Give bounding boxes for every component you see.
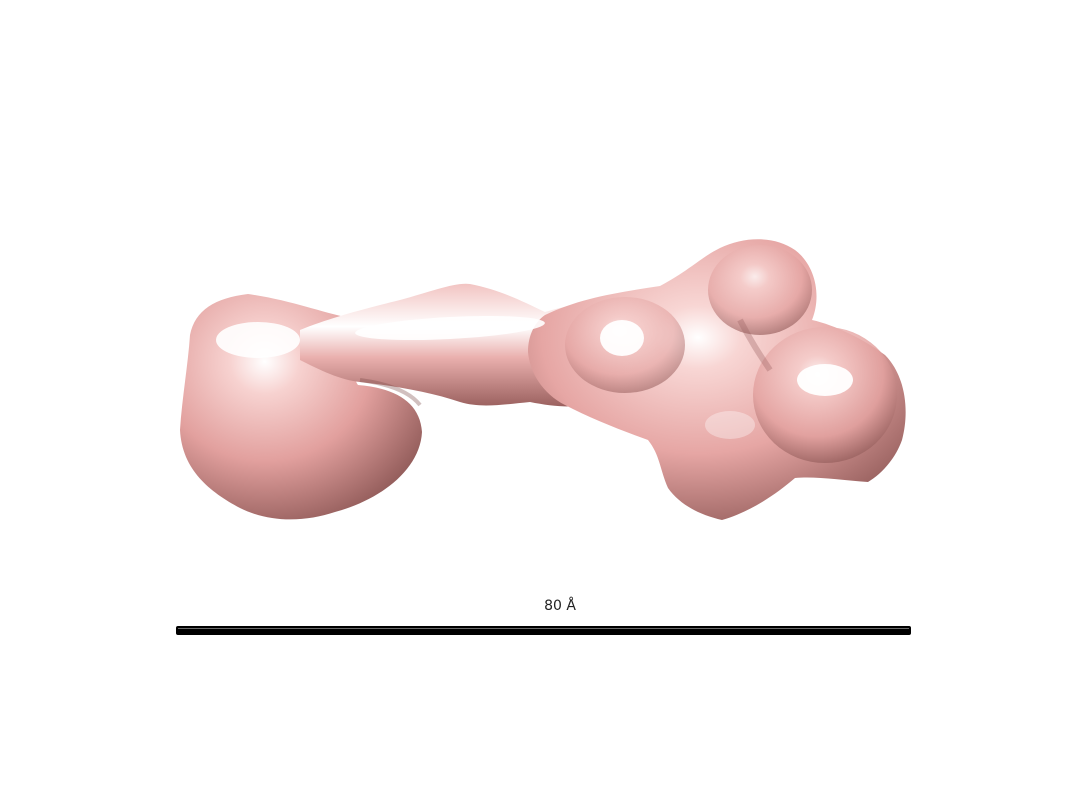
scale-bar — [176, 626, 911, 635]
scale-bar-sheen — [178, 628, 909, 629]
highlight-bottom-right — [705, 411, 755, 439]
highlight-center — [600, 320, 644, 356]
crease-shadow-1 — [737, 318, 773, 372]
highlight-rod — [355, 315, 545, 341]
highlight-left — [216, 322, 300, 358]
scale-bar-label: 80 Å — [544, 598, 576, 614]
highlight-right — [797, 364, 853, 396]
top-lobe — [708, 245, 812, 335]
crease-shadow-2 — [359, 378, 422, 407]
